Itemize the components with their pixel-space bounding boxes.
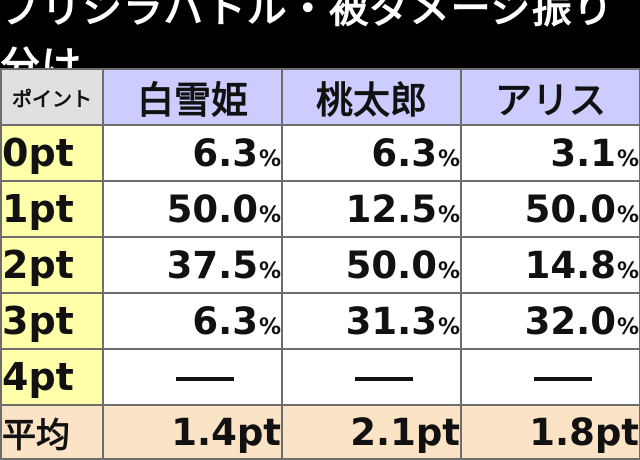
percent-unit: % [437, 202, 460, 228]
value-number: 50.0 [166, 187, 258, 231]
value-number: 32.0 [524, 299, 616, 343]
row-label: 4pt [0, 348, 104, 406]
percent-unit: % [258, 202, 281, 228]
average-value: 2.1pt [281, 404, 462, 460]
dash-cell [281, 348, 462, 406]
value-number: 3.1 [550, 131, 616, 175]
percent-unit: % [258, 314, 281, 340]
value-cell: 6.3% [102, 124, 283, 182]
corner-header: ポイント [0, 68, 104, 126]
average-label: 平均 [0, 404, 104, 460]
column-header-alice: アリス [460, 68, 640, 126]
damage-distribution-table: ポイント 白雪姫 桃太郎 アリス 0pt 6.3% 6.3% 3.1% 1pt … [0, 68, 640, 460]
value-number: 6.3 [371, 131, 437, 175]
column-header-momotaro: 桃太郎 [281, 68, 462, 126]
value-cell: 12.5% [281, 180, 462, 238]
percent-unit: % [616, 146, 639, 172]
row-label: 0pt [0, 124, 104, 182]
value-cell: 32.0% [460, 292, 640, 350]
row-label: 1pt [0, 180, 104, 238]
row-label: 3pt [0, 292, 104, 350]
table-row: 2pt 37.5% 50.0% 14.8% [0, 236, 640, 294]
column-header-snow-white: 白雪姫 [102, 68, 283, 126]
page-title: プリシラバトル・被ダメージ振り分け [0, 0, 640, 90]
percent-unit: % [616, 202, 639, 228]
dash-mark [175, 377, 234, 381]
value-number: 6.3 [192, 299, 258, 343]
percent-unit: % [437, 314, 460, 340]
value-cell: 6.3% [281, 124, 462, 182]
dash-cell [460, 348, 640, 406]
table-row: 1pt 50.0% 12.5% 50.0% [0, 180, 640, 238]
percent-unit: % [437, 146, 460, 172]
percent-unit: % [258, 146, 281, 172]
value-number: 6.3 [192, 131, 258, 175]
value-number: 37.5 [166, 243, 258, 287]
average-value: 1.8pt [460, 404, 640, 460]
value-cell: 14.8% [460, 236, 640, 294]
average-row: 平均 1.4pt 2.1pt 1.8pt [0, 404, 640, 460]
percent-unit: % [258, 258, 281, 284]
table-row: 4pt [0, 348, 640, 406]
table-row: 0pt 6.3% 6.3% 3.1% [0, 124, 640, 182]
value-number: 50.0 [345, 243, 437, 287]
dash-cell [102, 348, 283, 406]
value-cell: 3.1% [460, 124, 640, 182]
average-value: 1.4pt [102, 404, 283, 460]
dash-mark [533, 377, 592, 381]
percent-unit: % [616, 314, 639, 340]
table-row: 3pt 6.3% 31.3% 32.0% [0, 292, 640, 350]
value-cell: 37.5% [102, 236, 283, 294]
value-cell: 50.0% [102, 180, 283, 238]
value-number: 31.3 [345, 299, 437, 343]
percent-unit: % [616, 258, 639, 284]
value-cell: 6.3% [102, 292, 283, 350]
value-number: 14.8 [524, 243, 616, 287]
value-number: 12.5 [345, 187, 437, 231]
value-cell: 50.0% [460, 180, 640, 238]
row-label: 2pt [0, 236, 104, 294]
dash-mark [354, 377, 413, 381]
header-row: ポイント 白雪姫 桃太郎 アリス [0, 68, 640, 126]
percent-unit: % [437, 258, 460, 284]
value-cell: 50.0% [281, 236, 462, 294]
value-cell: 31.3% [281, 292, 462, 350]
value-number: 50.0 [524, 187, 616, 231]
